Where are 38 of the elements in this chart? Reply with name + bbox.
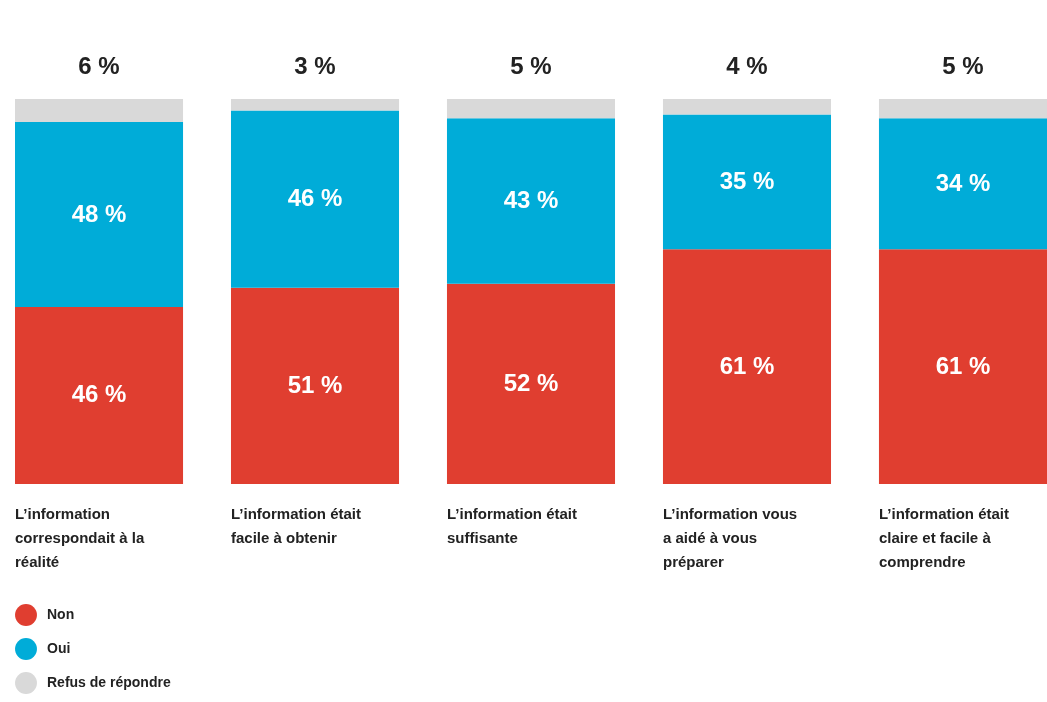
bar — [662, 114, 832, 250]
data-label: 51 % — [287, 370, 343, 398]
data-label: 46 % — [71, 380, 127, 408]
x-tick-label: L’information vous a aidé à vous préparer — [662, 504, 798, 570]
bar — [230, 287, 400, 484]
data-label: 5 % — [510, 52, 552, 79]
x-tick-label: L’information était suffisante — [447, 504, 578, 546]
bar — [15, 306, 184, 484]
data-label: 3 % — [294, 52, 336, 79]
bar — [446, 99, 616, 119]
bar — [446, 118, 616, 284]
data-label: 61 % — [719, 351, 775, 379]
bar — [662, 249, 832, 484]
bar — [230, 110, 400, 288]
data-label: 35 % — [719, 166, 775, 194]
legend-label: Non — [47, 606, 75, 622]
bar — [878, 249, 1047, 484]
bar — [878, 118, 1047, 250]
legend-label: Refus de répondre — [47, 674, 171, 690]
data-label: 61 % — [935, 351, 991, 379]
bar — [662, 99, 832, 115]
x-tick-label: L’information correspondait à la réalité — [15, 504, 145, 570]
data-label: 4 % — [726, 52, 768, 79]
x-tick-label: L’information était claire et facile à comprendre — [878, 504, 1009, 570]
data-label: 43 % — [503, 186, 559, 214]
data-label: 5 % — [942, 52, 984, 79]
bar — [230, 99, 400, 111]
x-tick-label: L’information était facile à obtenir — [231, 504, 362, 546]
data-label: 48 % — [71, 199, 127, 227]
bar — [15, 99, 184, 123]
bar — [446, 283, 616, 484]
data-label: 6 % — [78, 52, 120, 79]
legend-label: Oui — [47, 640, 71, 656]
bar — [15, 122, 184, 307]
data-label: 46 % — [287, 184, 343, 212]
data-label: 34 % — [935, 168, 991, 196]
data-label: 52 % — [503, 368, 559, 396]
bar — [878, 99, 1047, 119]
